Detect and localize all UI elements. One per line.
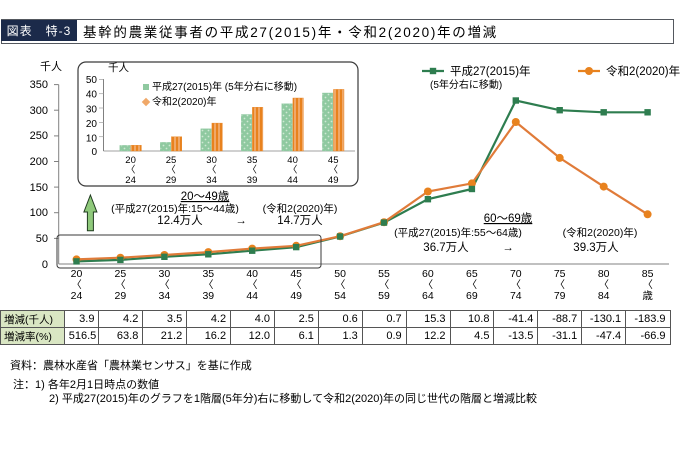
svg-text:84: 84: [598, 290, 610, 300]
svg-text:12.4万人: 12.4万人: [157, 214, 203, 227]
svg-text:平成27(2015)年: 平成27(2015)年: [450, 64, 531, 78]
svg-text:59: 59: [378, 290, 390, 300]
svg-text:0: 0: [91, 147, 97, 158]
svg-text:令和2(2020)年: 令和2(2020)年: [152, 95, 216, 108]
svg-text:39.3万人: 39.3万人: [573, 241, 619, 254]
svg-text:36.7万人: 36.7万人: [423, 241, 469, 254]
svg-text:20〜49歳: 20〜49歳: [181, 190, 230, 203]
svg-text:39: 39: [247, 175, 258, 186]
svg-text:歳: 歳: [642, 290, 653, 300]
svg-text:令和2(2020)年: 令和2(2020)年: [606, 64, 680, 78]
svg-text:40: 40: [86, 90, 98, 101]
svg-text:平成27(2015)年 (5年分右に移動): 平成27(2015)年 (5年分右に移動): [152, 80, 297, 93]
svg-text:(平成27(2015)年:55〜64歳): (平成27(2015)年:55〜64歳): [394, 226, 522, 239]
svg-text:→: →: [502, 242, 514, 254]
svg-text:29: 29: [166, 175, 177, 186]
svg-text:79: 79: [554, 290, 566, 300]
svg-text:→: →: [235, 215, 247, 227]
svg-text:49: 49: [290, 290, 302, 300]
svg-text:30: 30: [86, 104, 98, 115]
svg-text:0: 0: [42, 259, 48, 271]
svg-text:69: 69: [466, 290, 478, 300]
svg-text:50: 50: [86, 75, 98, 86]
svg-text:150: 150: [30, 182, 48, 194]
svg-text:350: 350: [30, 79, 48, 91]
svg-text:10: 10: [86, 134, 98, 145]
svg-text:54: 54: [334, 290, 346, 300]
svg-text:14.7万人: 14.7万人: [277, 214, 323, 227]
svg-text:24: 24: [71, 290, 83, 300]
svg-text:34: 34: [159, 290, 171, 300]
svg-text:44: 44: [246, 290, 258, 300]
svg-text:39: 39: [202, 290, 214, 300]
svg-text:250: 250: [30, 130, 48, 142]
svg-text:64: 64: [422, 290, 434, 300]
svg-text:74: 74: [510, 290, 522, 300]
svg-text:49: 49: [328, 175, 339, 186]
svg-text:34: 34: [206, 175, 217, 186]
svg-text:100: 100: [30, 207, 48, 219]
svg-text:20: 20: [86, 119, 98, 130]
svg-text:(令和2(2020)年): (令和2(2020)年): [263, 202, 338, 215]
svg-text:(平成27(2015)年:15〜44歳): (平成27(2015)年:15〜44歳): [111, 202, 239, 215]
svg-text:60〜69歳: 60〜69歳: [484, 212, 533, 225]
svg-text:24: 24: [125, 175, 136, 186]
svg-text:(令和2(2020)年): (令和2(2020)年): [563, 226, 638, 239]
svg-text:千人: 千人: [108, 62, 129, 74]
svg-text:50: 50: [36, 233, 48, 245]
svg-text:千人: 千人: [40, 60, 62, 73]
svg-text:(5年分右に移動): (5年分右に移動): [430, 78, 502, 91]
svg-text:300: 300: [30, 105, 48, 117]
svg-text:200: 200: [30, 156, 48, 168]
svg-text:29: 29: [115, 290, 127, 300]
svg-text:44: 44: [287, 175, 298, 186]
